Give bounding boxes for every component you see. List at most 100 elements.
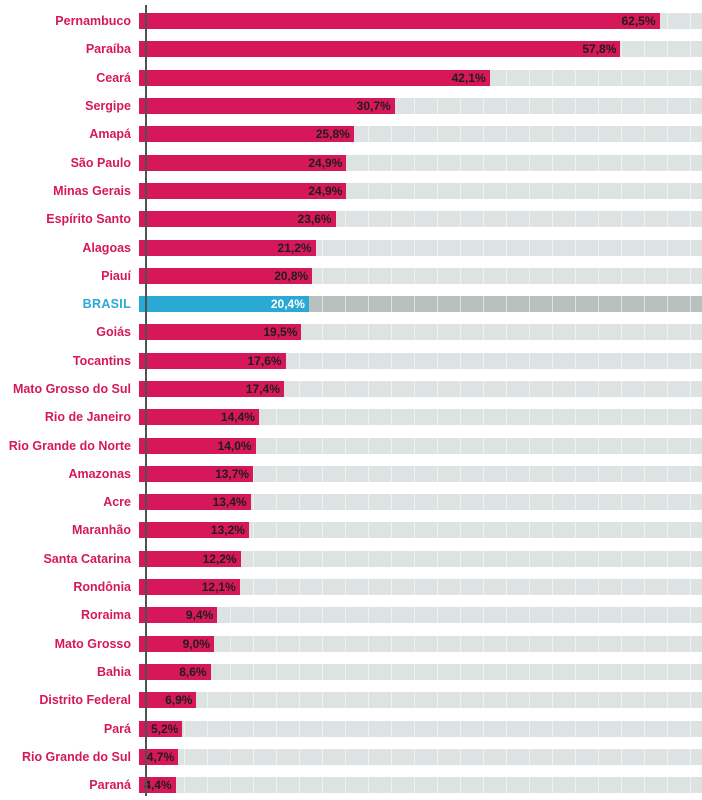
category-label: Santa Catarina [43, 551, 131, 566]
bar-rows: Pernambuco 62,5% Paraíba 57,8% Ceará 42,1% Ser… [0, 7, 702, 799]
bar [139, 579, 240, 596]
bar-row: Santa Catarina 12,2% [0, 545, 702, 573]
bar-row: Paraíba 57,8% [0, 35, 702, 63]
value-label: 21,2% [277, 240, 312, 255]
bar-row: Ceará 42,1% [0, 64, 702, 92]
category-label: Rio de Janeiro [44, 410, 131, 425]
bar [139, 267, 313, 284]
bar [139, 748, 179, 765]
bar-track: 17,6% [139, 352, 702, 369]
category-label: Tocantins [72, 353, 131, 368]
bar-track: 8,6% [139, 663, 702, 680]
bar-row: Acre 13,4% [0, 488, 702, 516]
bar [139, 522, 249, 539]
bar-track: 4,4% [139, 777, 702, 794]
bar [139, 494, 251, 511]
value-label: 17,6% [247, 353, 282, 368]
value-label: 8,6% [179, 664, 207, 679]
bar-track: 9,4% [139, 607, 702, 624]
bar-row: Mato Grosso do Sul 17,4% [0, 375, 702, 403]
category-label: Piauí [101, 268, 131, 283]
bar-track: 20,8% [139, 267, 702, 284]
category-label: Pernambuco [55, 14, 131, 29]
bar [139, 126, 354, 143]
bar [139, 465, 254, 482]
bar-row: Rio Grande do Norte 14,0% [0, 431, 702, 459]
category-label: Maranhão [71, 523, 131, 538]
value-label: 17,4% [245, 382, 280, 396]
bar [139, 409, 259, 426]
value-label: 19,5% [263, 325, 298, 340]
value-label: 23,6% [297, 212, 332, 227]
bar-track: 57,8% [139, 41, 702, 58]
bar-row: Roraima 9,4% [0, 601, 702, 629]
bar-track: 14,4% [139, 409, 702, 426]
bar-track: 4,7% [139, 748, 702, 765]
value-label: 42,1% [451, 70, 486, 85]
value-label: 13,4% [212, 495, 247, 510]
bar-track: 25,8% [139, 126, 702, 143]
bar [139, 635, 214, 652]
category-label: São Paulo [70, 155, 131, 170]
bar-row: Piauí 20,8% [0, 262, 702, 290]
bar-track: 62,5% [139, 13, 702, 30]
bar [139, 663, 211, 680]
bar-track: 20,4% [139, 296, 702, 313]
category-label: Paraíba [85, 42, 131, 57]
category-label: Distrito Federal [39, 693, 131, 708]
value-label: 13,7% [215, 466, 250, 481]
value-label: 20,4% [270, 297, 305, 312]
category-label: BRASIL [82, 297, 131, 312]
bar-row: Distrito Federal 6,9% [0, 686, 702, 714]
value-label: 30,7% [356, 99, 391, 114]
bar-track: 23,6% [139, 211, 702, 228]
bar [139, 296, 309, 313]
bar [139, 154, 347, 171]
bar-track: 19,5% [139, 324, 702, 341]
bar [139, 381, 284, 397]
category-label: Roraima [80, 608, 131, 623]
value-label: 57,8% [582, 42, 617, 57]
bar-track: 42,1% [139, 69, 702, 86]
value-label: 5,2% [150, 721, 179, 736]
bar-row: Sergipe 30,7% [0, 92, 702, 120]
bar-row: Espírito Santo 23,6% [0, 205, 702, 233]
category-label: Paraná [89, 778, 131, 793]
bar-track: 12,2% [139, 550, 702, 567]
value-label: 14,0% [217, 438, 252, 453]
bar-row: Pernambuco 62,5% [0, 7, 702, 35]
bar [139, 182, 347, 199]
axis-line [145, 5, 147, 796]
bar-row: Pará 5,2% [0, 714, 702, 742]
bar [139, 720, 183, 737]
bar-row: Tocantins 17,6% [0, 347, 702, 375]
value-label: 9,0% [182, 636, 210, 651]
bar-track: 21,2% [139, 239, 702, 256]
category-label: Amapá [89, 127, 131, 142]
value-label: 4,4% [144, 778, 172, 793]
value-label: 25,8% [315, 127, 350, 142]
bar [139, 607, 218, 624]
bar-row: Goiás 19,5% [0, 318, 702, 346]
value-label: 24,9% [308, 183, 343, 198]
category-label: Alagoas [82, 240, 131, 255]
bar-row: Paraná 4,4% [0, 771, 702, 799]
bar [139, 69, 490, 86]
bar-track: 24,9% [139, 154, 702, 171]
bar-track: 13,2% [139, 522, 702, 539]
value-label: 14,4% [220, 410, 255, 425]
bar [139, 692, 197, 709]
category-label: Rio Grande do Norte [8, 438, 131, 453]
bar-row: Bahia 8,6% [0, 658, 702, 686]
bar [139, 550, 241, 567]
category-label: Minas Gerais [53, 183, 131, 198]
bar-track: 12,1% [139, 579, 702, 596]
bar-track: 30,7% [139, 98, 702, 115]
bar-row: Maranhão 13,2% [0, 516, 702, 544]
bar-track: 17,4% [139, 381, 702, 397]
value-label: 20,8% [274, 268, 309, 283]
bar-track: 6,9% [139, 692, 702, 709]
bar-row-highlight: BRASIL 20,4% [0, 290, 702, 318]
bar [139, 324, 302, 341]
